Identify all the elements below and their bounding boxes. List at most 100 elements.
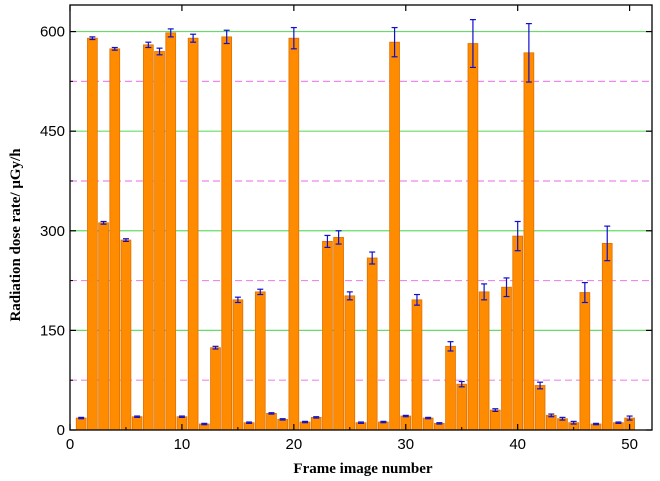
error-bar: [145, 41, 152, 49]
error-bar: [100, 220, 107, 225]
bar: [187, 37, 199, 431]
error-bar: [257, 288, 264, 296]
bar: [534, 385, 546, 431]
y-tick-label: 150: [40, 322, 65, 339]
bar: [131, 416, 143, 431]
bar: [87, 37, 98, 431]
error-bar: [346, 291, 353, 301]
bar: [232, 299, 244, 431]
error-bar: [223, 29, 230, 45]
error-bar: [178, 415, 185, 418]
y-tick-label: 300: [40, 223, 65, 240]
error-bar: [167, 28, 174, 38]
bar: [277, 418, 288, 431]
error-bar: [324, 234, 331, 248]
bar: [579, 292, 591, 431]
error-bar: [514, 220, 521, 252]
axes: [69, 4, 653, 431]
bar: [389, 41, 400, 431]
error-bar: [212, 345, 219, 350]
bar: [512, 235, 524, 431]
bar: [333, 237, 344, 431]
y-tick-label: 600: [40, 24, 65, 41]
error-bar: [402, 414, 409, 418]
bar: [489, 409, 501, 431]
x-axis-title: Frame image number: [293, 461, 432, 477]
x-tick-label: 20: [286, 436, 303, 453]
error-bars: [78, 19, 633, 426]
bar: [143, 44, 154, 431]
error-bar: [391, 26, 398, 58]
error-bar: [469, 19, 476, 69]
bar: [210, 347, 221, 431]
error-bar: [436, 422, 443, 425]
error-bar: [190, 33, 197, 43]
bar: [601, 242, 613, 431]
error-bar: [537, 381, 544, 390]
error-bar: [481, 283, 488, 301]
error-bar: [302, 420, 309, 424]
bar: [154, 51, 165, 431]
error-bar: [626, 415, 633, 421]
error-bar: [290, 26, 297, 50]
x-tick-label: 50: [621, 436, 638, 453]
error-bar: [358, 421, 364, 424]
bar: [322, 241, 333, 431]
error-bar: [604, 225, 611, 262]
bar: [254, 291, 266, 431]
plot-frame: [69, 4, 653, 431]
error-bar: [134, 415, 141, 418]
bar: [501, 286, 512, 431]
bar: [478, 291, 490, 431]
error-bar: [581, 281, 588, 304]
error-bar: [268, 412, 275, 415]
bar: [266, 412, 277, 431]
error-bar: [615, 421, 622, 424]
x-tick-label: 40: [509, 436, 526, 453]
error-bar: [413, 293, 420, 306]
bar: [165, 32, 177, 431]
error-bar: [380, 420, 387, 424]
error-bar: [559, 416, 566, 421]
error-bar: [89, 36, 96, 41]
error-bar: [503, 277, 510, 298]
bar: [366, 257, 378, 431]
bar: [445, 345, 456, 431]
error-bar: [234, 296, 241, 304]
error-bar: [458, 380, 465, 388]
y-axis-title: Radiation dose rate/ μGy/h: [8, 148, 24, 322]
error-bar: [335, 230, 342, 245]
error-bar: [122, 238, 129, 243]
bar: [344, 295, 356, 431]
error-bar: [570, 420, 577, 425]
tick-labels: 0 10 20 30 40 50 0 150 300 450 600: [40, 24, 638, 453]
y-tick-label: 450: [40, 123, 65, 140]
bar: [523, 52, 535, 431]
bar: [422, 417, 434, 431]
error-bar: [369, 251, 376, 265]
bar: [98, 222, 109, 431]
bar: [411, 299, 423, 431]
y-tick-label: 0: [57, 422, 65, 439]
error-bar: [548, 413, 555, 418]
error-bar: [593, 422, 600, 426]
error-bar: [279, 418, 286, 421]
error-bar: [492, 408, 499, 413]
x-tick-label: 30: [397, 436, 414, 453]
error-bar: [201, 422, 208, 426]
error-bar: [447, 341, 454, 352]
bar: [545, 414, 557, 431]
bar: [456, 383, 468, 431]
error-bar: [111, 46, 118, 51]
error-bar: [246, 421, 253, 424]
x-tick-label: 0: [66, 436, 74, 453]
bar: [310, 416, 322, 431]
bar: [109, 48, 121, 431]
bar: [221, 36, 233, 431]
bar: [467, 43, 479, 431]
bar: [75, 417, 87, 431]
bar: [288, 37, 300, 431]
error-bar: [313, 416, 320, 419]
bar: [120, 239, 132, 431]
